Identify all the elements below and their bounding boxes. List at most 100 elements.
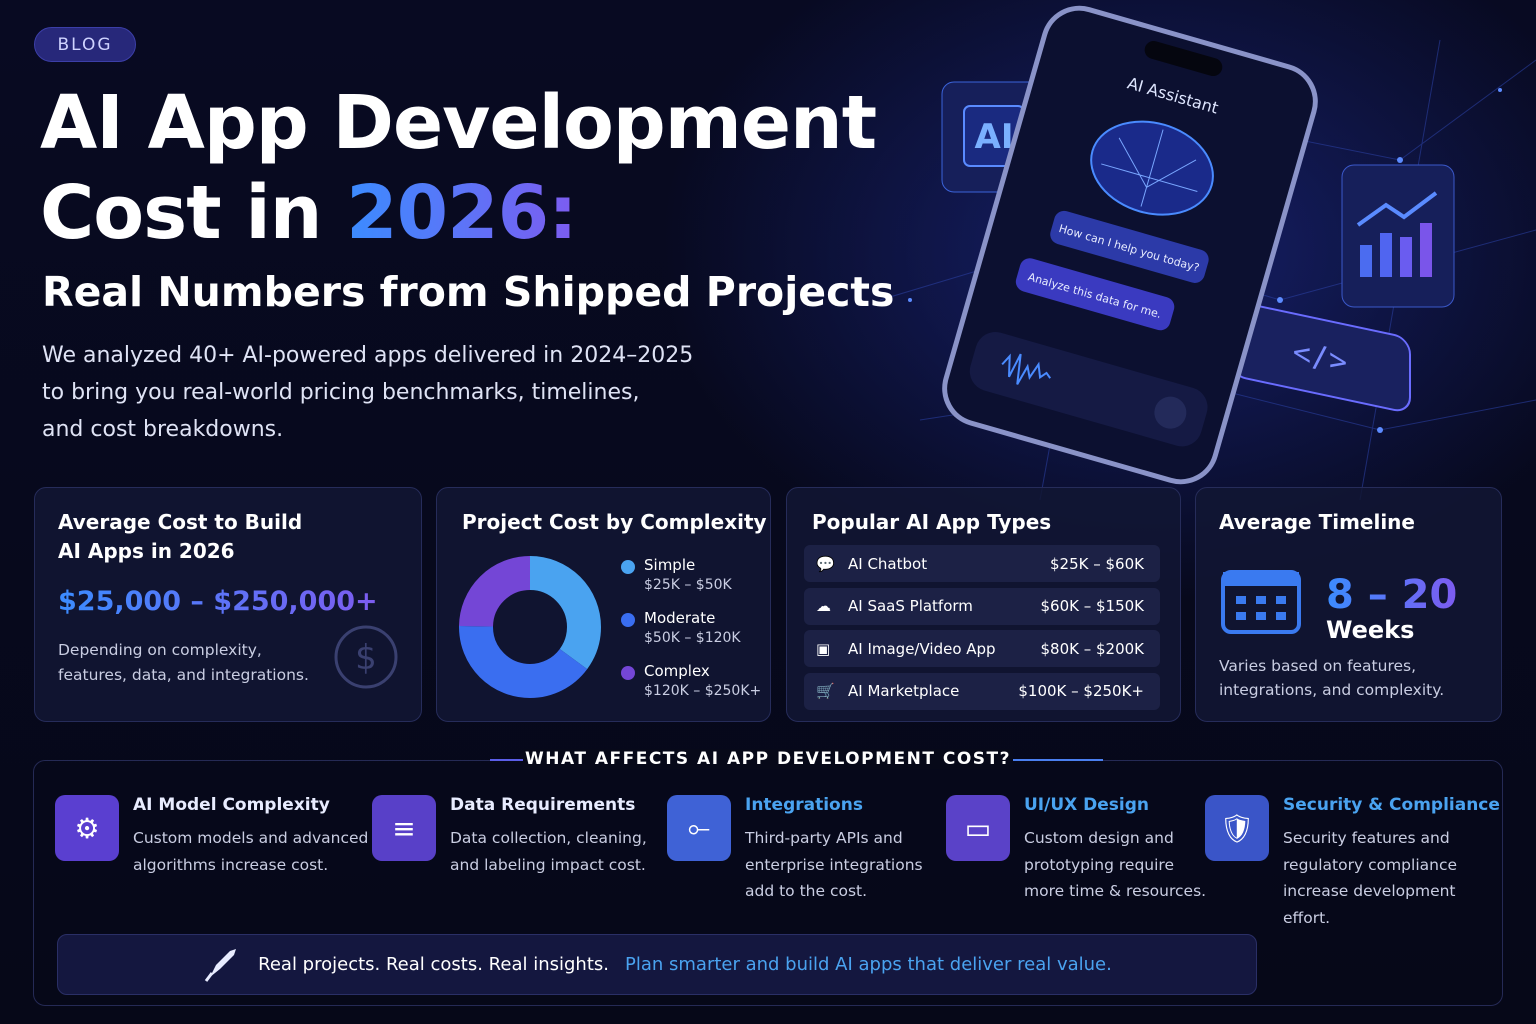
app-type-row: 🛒 AI Marketplace $100K – $250K+ (804, 672, 1160, 710)
timeline-unit: Weeks (1326, 616, 1415, 644)
cost-range: $25,000 – $250,000+ (58, 586, 378, 617)
description-line: We analyzed 40+ AI-powered apps delivere… (42, 343, 694, 368)
background-circuit: AI </> AI Assistant How can I help you t… (880, 5, 1536, 501)
factor-description-line: algorithms increase cost. (133, 855, 329, 874)
blog-badge: BLOG (34, 27, 136, 62)
footer-bar: Real projects. Real costs. Real insights… (57, 934, 1257, 995)
average-cost-card: Average Cost to Build AI Apps in 2026 $25… (34, 487, 422, 722)
app-type-name: AI SaaS Platform (848, 597, 973, 615)
donut (459, 556, 601, 698)
calendar-icon (1221, 570, 1301, 634)
note-line: Depending on complexity, (58, 641, 262, 659)
card-title-line: Average Cost to Build (58, 510, 303, 534)
divider (490, 759, 523, 761)
svg-text:AI: AI (975, 117, 1014, 157)
title: Cost in 2026: (40, 170, 578, 256)
card-title: Average Cost to Build AI Apps in 2026 (58, 508, 302, 566)
dollar-icon: $ (334, 625, 398, 689)
factor-description-line: add to the cost. (745, 882, 868, 900)
factor-title: AI Model Complexity (133, 795, 330, 815)
factor-description-line: Security features and (1283, 829, 1450, 847)
factor-description-line: Third-party APIs and (745, 829, 903, 847)
rocket-icon (204, 948, 237, 982)
app-type-row: ▣ AI Image/Video App $80K – $200K (804, 630, 1160, 667)
legend-range: $50K – $120K (644, 630, 741, 646)
factor-title: UI/UX Design (1024, 795, 1150, 815)
factor-description-line: prototyping require (1024, 855, 1175, 874)
app-type-range: $60K – $150K (1040, 597, 1144, 615)
phone: AI Assistant How can I help you today? A… (942, 5, 1318, 485)
factor-description: Custom models and advanced algorithms inc… (133, 825, 368, 878)
app-type-name: AI Image/Video App (848, 639, 996, 658)
app-type-name: AI Marketplace (848, 682, 960, 700)
factor-icon: ≡ (372, 795, 436, 861)
card-title-line: AI Apps in 2026 (58, 539, 235, 563)
factor-description-line: increase development (1283, 882, 1456, 900)
factors-heading: WHAT AFFECTS AI APP DEVELOPMENT COST? (523, 749, 1013, 769)
note-line: Varies based on features, (1219, 657, 1417, 675)
card-title: Popular AI App Types (812, 510, 1052, 534)
footer-highlight: Plan smarter and build AI apps that deli… (624, 954, 1112, 975)
legend-dot (621, 613, 635, 627)
timeline-card: Average Timeline 8 – 20 Weeks Varies bas… (1195, 487, 1502, 722)
title-highlight: 2026: (346, 170, 578, 256)
legend-name: Simple (644, 556, 696, 574)
note-line: integrations, and complexity. (1219, 681, 1445, 699)
title-text: Cost in (40, 170, 322, 256)
note-line: features, data, and integrations. (58, 666, 309, 684)
factor-description-line: more time & resources. (1024, 882, 1207, 900)
footer-text: Real projects. Real costs. Real insights… (258, 954, 609, 975)
factor-icon: ⟜ (667, 795, 731, 861)
row-icon: 💬 (816, 554, 835, 573)
legend-dot (621, 560, 635, 574)
factor-description-line: Custom design and (1024, 829, 1174, 847)
app-type-row: 💬 AI Chatbot $25K – $60K (804, 545, 1160, 582)
factor-title: Security & Compliance (1283, 795, 1500, 815)
svg-text:$: $ (355, 638, 377, 678)
description-line: and cost breakdowns. (42, 417, 284, 442)
title: AI App Development (40, 80, 877, 166)
factor-icon: ▭ (946, 795, 1010, 861)
factor-description-line: effort. (1283, 908, 1331, 927)
timeline-value: 8 – 20 (1326, 572, 1458, 618)
divider (1013, 759, 1103, 761)
complexity-card: Project Cost by Complexity Simple $25K – … (436, 487, 771, 722)
legend-range: $120K – $250K+ (644, 683, 762, 699)
code-icon: </> (1229, 302, 1411, 412)
chart-icon (1341, 164, 1455, 308)
factor-description: Custom design and prototyping require more… (1024, 825, 1206, 905)
card-note: Varies based on features, integrations, a… (1219, 654, 1444, 702)
row-icon: ▣ (816, 639, 831, 658)
factor-description: Data collection, cleaning, and labeling i… (450, 825, 647, 878)
factor-description-line: Data collection, cleaning, (450, 829, 647, 847)
factor-description-line: and labeling impact cost. (450, 855, 646, 874)
row-icon: 🛒 (816, 682, 835, 700)
app-type-name: AI Chatbot (848, 554, 928, 573)
card-title: Average Timeline (1219, 510, 1415, 534)
factor-icon: 🛡 (1205, 795, 1269, 861)
factor-title: Data Requirements (450, 795, 636, 815)
description-line: to bring you real-world pricing benchmar… (42, 380, 640, 405)
factor-description-line: regulatory compliance (1283, 855, 1458, 874)
app-type-range: $100K – $250K+ (1018, 682, 1144, 700)
legend-name: Complex (644, 662, 710, 680)
description: We analyzed 40+ AI-powered apps delivere… (42, 337, 693, 448)
app-type-row: ☁ AI SaaS Platform $60K – $150K (804, 587, 1160, 625)
factor-description-line: Custom models and advanced (133, 829, 369, 847)
factor-description-line: enterprise integrations (745, 855, 923, 874)
legend-range: $25K – $50K (644, 577, 732, 593)
factor-description: Security features and regulatory complian… (1283, 825, 1457, 931)
app-types-card: Popular AI App Types 💬 AI Chatbot $25K – $… (786, 487, 1181, 722)
card-note: Depending on complexity, features, data, … (58, 638, 309, 688)
legend-dot (621, 666, 635, 680)
factor-description: Third-party APIs and enterprise integrati… (745, 825, 923, 905)
card-title: Project Cost by Complexity (462, 510, 767, 534)
row-icon: ☁ (816, 597, 831, 615)
subtitle: Real Numbers from Shipped Projects (42, 268, 895, 316)
app-type-range: $25K – $60K (1050, 554, 1144, 573)
app-type-range: $80K – $200K (1040, 639, 1144, 658)
factor-icon: ⚙ (55, 795, 119, 861)
legend-name: Moderate (644, 609, 716, 627)
factor-title: Integrations (745, 795, 863, 815)
